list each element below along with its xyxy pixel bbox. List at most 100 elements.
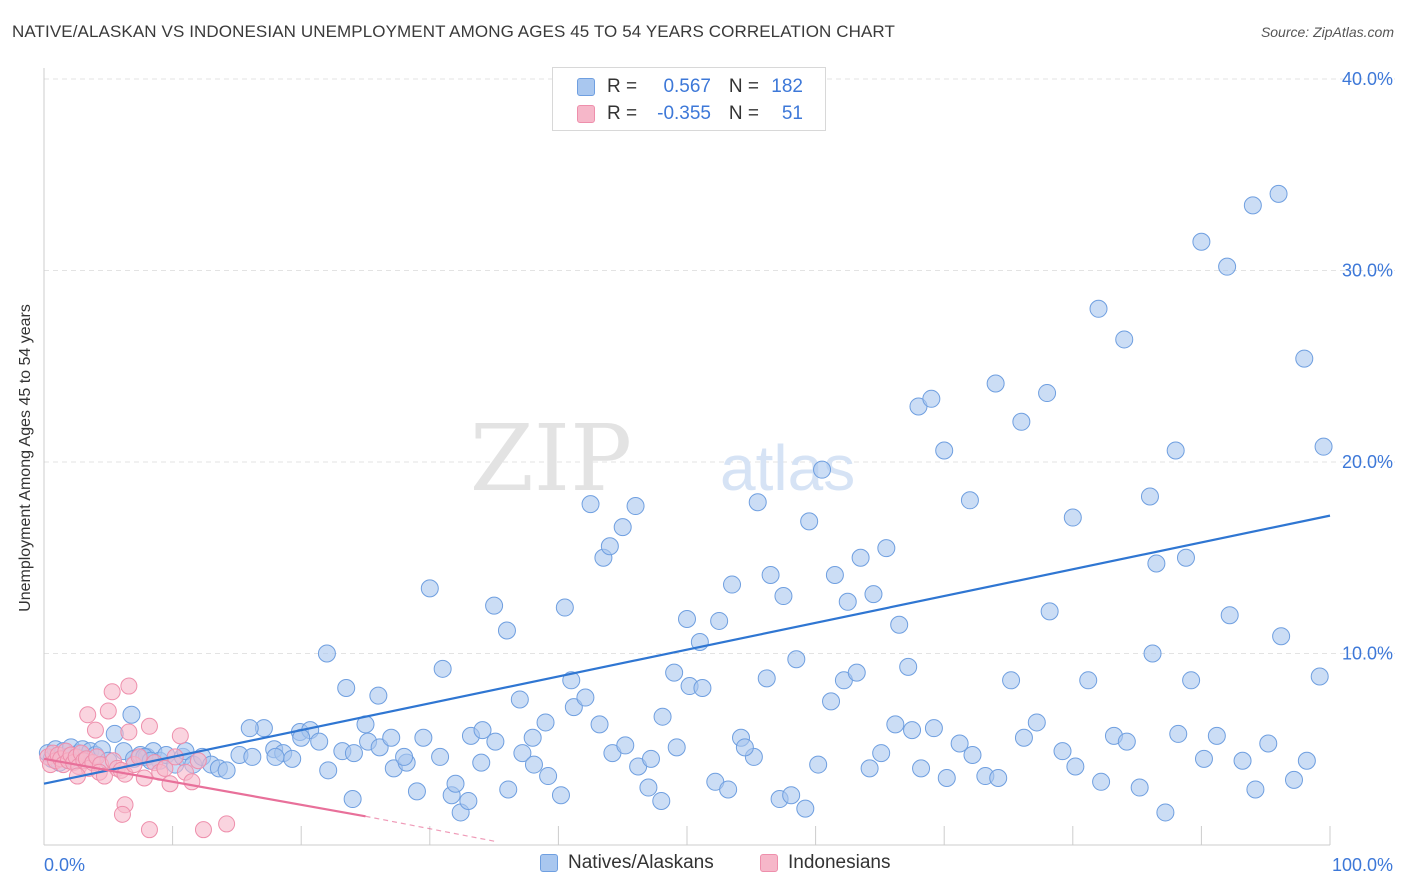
natives-data-point: [1089, 299, 1108, 318]
natives-data-point: [1140, 487, 1159, 506]
n-label: N =: [728, 76, 759, 97]
indonesians-data-point: [79, 706, 97, 724]
natives-data-point: [800, 512, 819, 531]
natives-data-point: [639, 778, 658, 797]
source-label: Source: ZipAtlas.com: [1260, 24, 1394, 40]
natives-data-point: [343, 790, 362, 809]
natives-data-point: [1169, 724, 1188, 743]
natives-data-point: [240, 719, 259, 738]
natives-data-point: [1220, 606, 1239, 625]
indonesians-legend-label: Indonesians: [788, 852, 891, 873]
natives-data-point: [319, 761, 338, 780]
indonesians-data-point: [171, 727, 189, 745]
natives-data-point: [524, 755, 543, 774]
indonesians-data-point: [218, 815, 236, 833]
natives-data-point: [562, 671, 581, 690]
natives-data-point: [420, 579, 439, 598]
natives-data-point: [382, 728, 401, 747]
natives-data-point: [523, 728, 542, 747]
y-tick-label: 10.0%: [1342, 644, 1393, 664]
natives-data-point: [1053, 742, 1072, 761]
natives-data-point: [1182, 671, 1201, 690]
natives-data-point: [787, 650, 806, 669]
natives-data-point: [935, 441, 954, 460]
natives-data-point: [877, 539, 896, 558]
natives-data-point: [912, 759, 931, 778]
natives-data-point: [899, 657, 918, 676]
natives-data-point: [678, 610, 696, 629]
natives-data-point: [626, 497, 645, 516]
natives-data-point: [922, 389, 941, 408]
natives-data-point: [576, 688, 595, 707]
natives-data-point: [266, 747, 285, 766]
natives-data-point: [1272, 627, 1291, 646]
indonesians-data-point: [120, 677, 138, 695]
indonesians-swatch: [577, 105, 595, 123]
natives-data-point: [782, 786, 801, 805]
natives-data-point: [590, 715, 609, 734]
natives-data-point: [310, 732, 329, 751]
indonesians-data-point: [99, 702, 117, 720]
natives-data-point: [1243, 196, 1262, 215]
natives-data-point: [989, 768, 1008, 787]
axes: [43, 68, 1331, 846]
natives-data-point: [1038, 384, 1057, 403]
chart-title: NATIVE/ALASKAN VS INDONESIAN UNEMPLOYMEN…: [12, 22, 895, 41]
natives-data-point: [1012, 412, 1031, 431]
natives-trend-line: [43, 514, 1331, 785]
natives-data-point: [317, 644, 336, 663]
natives-data-point: [813, 460, 832, 479]
natives-data-point: [564, 698, 583, 717]
x-tick-label-max: 100.0%: [1332, 855, 1393, 875]
natives-data-point: [1117, 732, 1136, 751]
natives-data-point: [924, 719, 943, 738]
natives-data-point: [1027, 713, 1046, 732]
natives-data-point: [485, 596, 504, 615]
natives-data-point: [369, 686, 388, 705]
indonesians-data-point: [183, 773, 201, 791]
natives-data-point: [217, 761, 236, 780]
natives-data-point: [903, 721, 922, 740]
natives-data-point: [822, 692, 841, 711]
indonesians-data-point: [140, 717, 158, 735]
natives-data-point: [1066, 757, 1085, 776]
natives-data-point: [757, 669, 776, 688]
bottom-legend-indonesians: Indonesians: [760, 852, 890, 874]
natives-data-point: [1207, 726, 1226, 745]
natives-data-point: [1130, 778, 1149, 797]
x-tick-label-min: 0.0%: [44, 855, 85, 875]
indonesians-points: [39, 677, 236, 839]
r-label: R =: [607, 103, 638, 124]
natives-data-point: [243, 747, 262, 766]
natives-data-point: [748, 493, 767, 512]
indonesians-data-point: [120, 723, 138, 741]
natives-data-point: [446, 774, 465, 793]
indonesians-r-value: -0.355: [657, 103, 711, 124]
watermark: ZIP atlas: [470, 405, 855, 512]
natives-data-point: [344, 744, 363, 763]
natives-data-point: [809, 755, 828, 774]
natives-data-point: [890, 615, 909, 634]
legend-row-natives: R = 0.567 N = 182: [577, 75, 803, 99]
natives-data-point: [652, 791, 671, 810]
natives-data-point: [851, 548, 870, 567]
natives-r-value: 0.567: [663, 76, 711, 97]
indonesians-data-point: [189, 752, 207, 770]
natives-data-point: [539, 767, 558, 786]
y-axis-label: Unemployment Among Ages 45 to 54 years: [17, 304, 34, 612]
natives-data-point: [960, 491, 979, 510]
natives-data-point: [395, 747, 414, 766]
natives-data-point: [1143, 644, 1162, 663]
y-tick-label: 40.0%: [1342, 69, 1393, 89]
indonesians-data-point: [86, 721, 104, 739]
watermark-zip: ZIP: [470, 405, 632, 512]
natives-data-point: [872, 744, 891, 763]
y-tick-label: 30.0%: [1342, 261, 1393, 281]
indonesians-n-value: 51: [781, 103, 803, 124]
natives-data-point: [1156, 803, 1175, 822]
grid-lines: [44, 78, 1395, 654]
natives-data-point: [1297, 751, 1316, 770]
indonesians-trend-extension: [365, 815, 495, 842]
natives-data-point: [1310, 667, 1329, 686]
natives-data-point: [283, 749, 302, 768]
